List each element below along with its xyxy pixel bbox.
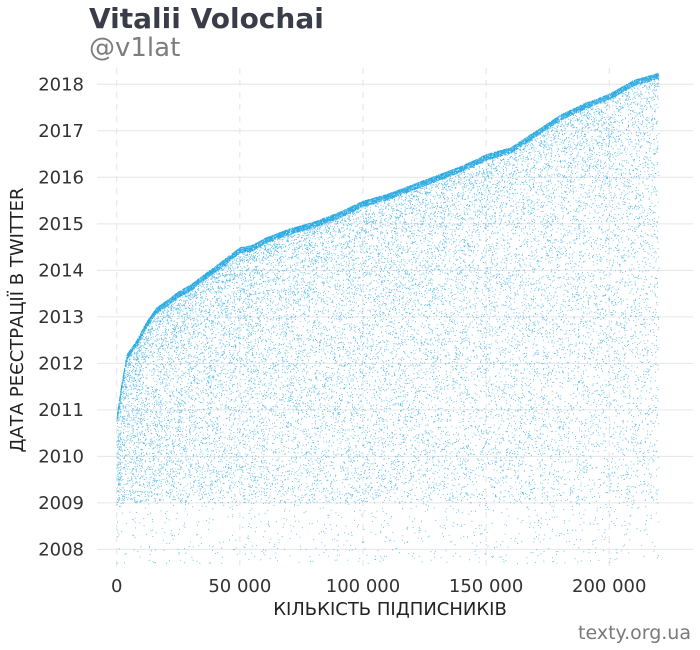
- chart-subtitle: @v1lat: [89, 33, 181, 63]
- y-tick-label: 2018: [38, 74, 84, 95]
- source-credit: texty.org.ua: [578, 622, 691, 644]
- x-axis-label: КІЛЬКІСТЬ ПІДПИСНИКІВ: [273, 599, 507, 620]
- scatter-point-cloud: [116, 73, 660, 564]
- x-axis-ticks: 0 50 000 100 000 150 000 200 000: [111, 576, 647, 597]
- y-tick-label: 2015: [38, 214, 84, 235]
- x-tick-label: 0: [111, 576, 122, 597]
- scatter-upper-edge: [116, 73, 660, 419]
- y-tick-label: 2011: [38, 400, 84, 421]
- y-tick-label: 2012: [38, 353, 84, 374]
- x-tick-label: 100 000: [326, 576, 400, 597]
- x-tick-label: 200 000: [572, 576, 646, 597]
- y-tick-label: 2016: [38, 167, 84, 188]
- y-tick-label: 2010: [38, 446, 84, 467]
- scatter-points: [116, 73, 660, 564]
- y-tick-label: 2009: [38, 493, 84, 514]
- x-tick-label: 50 000: [208, 576, 271, 597]
- y-tick-label: 2014: [38, 260, 84, 281]
- y-axis-label: ДАТА РЕЄСТРАЦІЇ В TWITTER: [7, 188, 28, 453]
- x-tick-label: 150 000: [449, 576, 523, 597]
- y-tick-label: 2008: [38, 539, 84, 560]
- y-tick-label: 2017: [38, 121, 84, 142]
- y-axis-ticks: 2008 2009 2010 2011 2012 2013 2014 2015 2016 2017…: [38, 74, 84, 560]
- chart-title: Vitalii Volochai: [89, 2, 324, 35]
- y-tick-label: 2013: [38, 307, 84, 328]
